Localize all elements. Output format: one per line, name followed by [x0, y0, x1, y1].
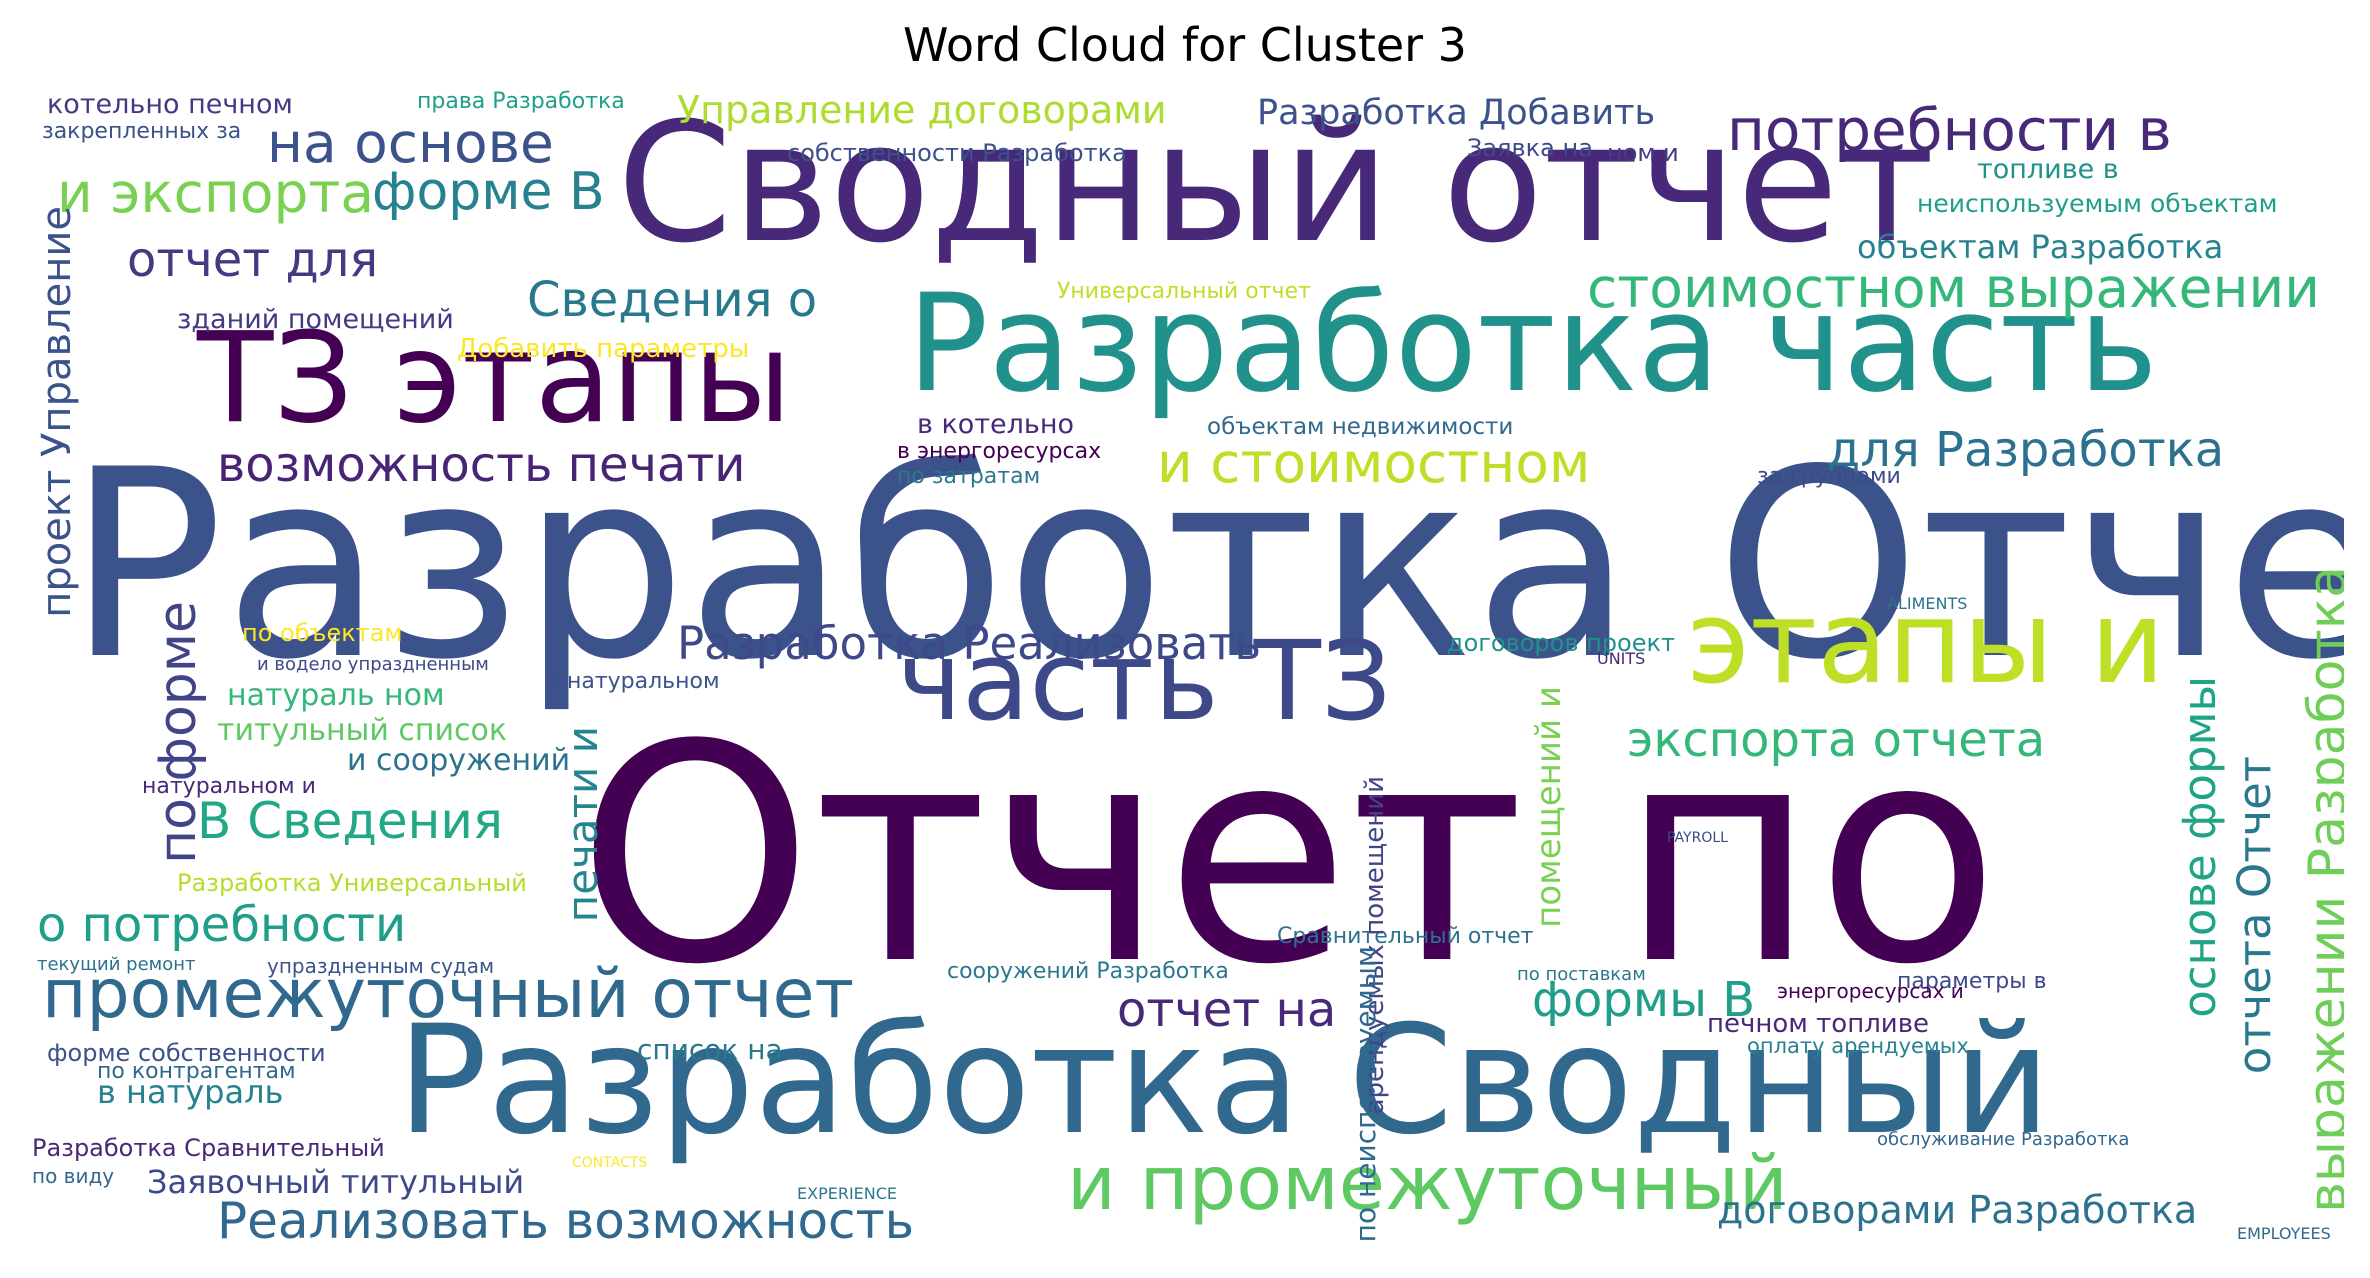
word-54: параметры в: [1897, 969, 2047, 994]
word-85: PAYROLL: [1667, 830, 1728, 846]
word-23: экспорта отчета: [1627, 712, 2046, 768]
word-67: ном и: [1607, 139, 1679, 167]
word-33: отчета Отчет: [2228, 756, 2281, 1075]
word-78: упраздненным судам: [267, 954, 495, 978]
word-45: топливе в: [1977, 154, 2119, 185]
word-13: и стоимостном: [1157, 431, 1591, 495]
word-83: ALIMENTS: [1887, 594, 1968, 613]
word-4: Разработка Сводный: [397, 994, 2051, 1168]
word-28: отчет на: [1117, 982, 1337, 1038]
chart-title: Word Cloud for Cluster 3: [903, 18, 1467, 72]
word-15: Реализовать возможность: [217, 1192, 915, 1248]
word-29: формы В: [1532, 972, 1756, 1028]
word-76: и водело упраздненным: [257, 654, 489, 675]
word-61: сооружений Разработка: [947, 959, 1229, 984]
word-21: Сведения о: [527, 272, 818, 328]
word-55: печном топливе: [1707, 1009, 1930, 1039]
word-19: форме В: [372, 162, 605, 222]
word-58: форме собственности: [47, 1039, 326, 1067]
word-10: промежуточный отчет: [42, 955, 855, 1034]
word-12: стоимостном выражении: [1587, 256, 2320, 320]
word-59: Разработка Сравнительный: [32, 1134, 385, 1162]
word-16: Разработка Реализовать: [677, 617, 1262, 670]
word-46: объектам недвижимости: [1207, 414, 1514, 440]
word-1: Отчет по: [577, 681, 2000, 1030]
word-44: неиспользуемым объектам: [1917, 189, 2278, 218]
word-cloud: Отчет по Разработка Отчет Сводный отчет Раз…: [27, 86, 2344, 1248]
word-75: по объектам: [242, 619, 403, 647]
word-47: в котельно: [917, 409, 1075, 440]
word-48: зданий помещений: [177, 304, 454, 335]
word-87: EMPLOYEES: [2237, 1224, 2331, 1243]
word-66: Заявка на: [1467, 134, 1593, 162]
word-41: Заявочный титульный: [147, 1163, 525, 1201]
word-86: EXPERIENCE: [797, 1184, 898, 1203]
word-18: и экспорта: [57, 161, 375, 225]
word-52: Разработка Универсальный: [177, 869, 527, 897]
word-30: договорами Разработка: [1717, 1188, 2198, 1232]
word-11: потребности в: [1727, 96, 2172, 164]
word-53: Сравнительный отчет: [1277, 924, 1534, 949]
word-2: Разработка Отчет: [67, 415, 2344, 717]
word-42: список на: [637, 1033, 783, 1066]
word-20: отчет для: [127, 232, 379, 288]
word-17: на основе: [267, 111, 554, 175]
word-32: основе формы: [2173, 676, 2226, 1018]
word-69: в натуральном: [547, 669, 720, 694]
word-37: объектам Разработка: [1857, 228, 2224, 266]
word-64: по неиспользуемым: [1349, 946, 1382, 1243]
word-62: помещений и: [1529, 686, 1569, 928]
word-88: CONTACTS: [572, 1155, 648, 1171]
word-3: Сводный отчет: [617, 87, 1935, 279]
word-82: обслуживание Разработка: [1877, 1129, 2130, 1150]
word-81: по виду: [32, 1164, 115, 1188]
word-84: UNITS: [1597, 649, 1646, 668]
word-51: собственности Разработка: [787, 139, 1127, 167]
word-27: по форме: [148, 601, 208, 864]
word-71: в энергоресурсах: [897, 439, 1102, 464]
word-40: и сооружений: [347, 743, 571, 778]
word-73: закрепленных за: [42, 119, 242, 144]
word-6: ТЗ этапы: [197, 306, 792, 451]
word-60: по контрагентам: [97, 1059, 296, 1084]
word-50: котельно печном: [47, 89, 293, 120]
word-5: Разработка часть: [907, 265, 2158, 422]
word-74: натуральном и: [142, 774, 316, 799]
word-14: выражении Разработка: [2298, 566, 2344, 1213]
word-24: возможность печати: [217, 437, 746, 493]
word-35: Управление договорами: [677, 88, 1167, 132]
word-57: оплату арендуемых: [1747, 1034, 1969, 1058]
word-56: энергоресурсах и: [1777, 979, 1964, 1003]
word-25: о потребности: [37, 897, 407, 953]
word-26: В Сведения: [197, 792, 503, 850]
word-38: титульный список: [217, 713, 507, 748]
word-7: часть ТЗ: [897, 617, 1392, 745]
word-77: текущий ремонт: [37, 954, 196, 975]
word-68: Универсальный отчет: [1057, 279, 1311, 304]
word-79: за группами: [1757, 464, 1901, 489]
word-43: в натураль: [97, 1073, 284, 1111]
word-22: для Разработка: [1827, 422, 2225, 478]
word-36: Разработка Добавить: [1257, 93, 1656, 133]
word-49: Добавить параметры: [457, 334, 750, 364]
word-80: по поставкам: [1517, 964, 1646, 985]
word-8: этапы и: [1687, 576, 2165, 710]
word-65: договоров проект: [1447, 629, 1675, 657]
word-39: натураль ном: [227, 678, 445, 713]
word-70: по затратам: [897, 464, 1041, 489]
word-72: права Разработка: [417, 89, 625, 114]
word-9: и промежуточный: [1067, 1139, 1788, 1227]
word-31: проект Управление: [34, 206, 80, 618]
